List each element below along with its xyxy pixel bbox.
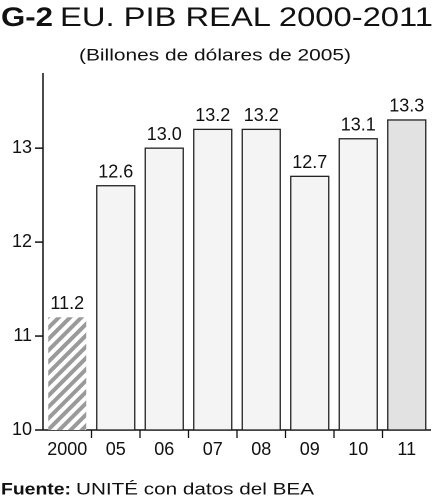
chart-subtitle: (Billones de dólares de 2005) — [79, 45, 351, 64]
value-label: 11.2 — [50, 293, 84, 313]
x-tick-label: 05 — [106, 439, 126, 459]
value-label: 13.2 — [244, 105, 279, 125]
bar — [241, 128, 281, 431]
x-tick-label: 11 — [397, 439, 416, 459]
x-tick-label: 10 — [348, 439, 368, 459]
x-tick-label: 08 — [251, 439, 271, 459]
value-label: 12.7 — [292, 152, 327, 172]
x-tick-label: 09 — [300, 439, 320, 459]
bar — [387, 119, 427, 431]
x-tick-label: 07 — [203, 439, 223, 459]
y-tick-label: 10 — [12, 419, 32, 439]
bar — [290, 175, 330, 431]
x-tick-label: 06 — [154, 439, 174, 459]
bar — [48, 317, 87, 430]
source: UNITÉ con datos del BEA — [76, 479, 315, 498]
source-label: Fuente: — [1, 479, 71, 498]
value-label: 13.3 — [389, 96, 424, 116]
y-tick-label: 11 — [13, 325, 32, 345]
value-label: 13.2 — [195, 105, 230, 125]
y-tick-label: 13 — [12, 137, 32, 157]
value-label: 13.1 — [341, 115, 376, 135]
x-tick-label: 2000 — [47, 439, 87, 459]
bar — [144, 147, 184, 431]
bar — [193, 128, 233, 431]
bar — [96, 185, 136, 431]
title-label: G-2 — [1, 2, 53, 32]
bar — [338, 138, 378, 431]
value-label: 12.6 — [98, 161, 133, 181]
chart-title: EU. PIB REAL 2000-2011 — [60, 2, 433, 32]
y-tick-label: 12 — [12, 231, 32, 251]
value-label: 13.0 — [147, 124, 182, 144]
